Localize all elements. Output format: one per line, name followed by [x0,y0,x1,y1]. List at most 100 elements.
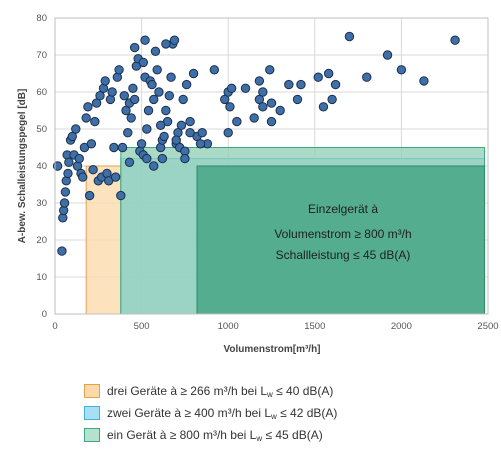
y-tick-label: 60 [36,87,47,98]
y-tick-label: 50 [36,124,47,135]
y-tick-label: 30 [36,198,47,209]
data-point [152,65,162,75]
data-point [258,102,268,112]
data-point [86,139,97,149]
y-tick-label: 80 [36,13,47,24]
data-point [265,65,275,75]
data-point [159,131,169,142]
legend-swatch-green [84,428,100,442]
data-point [176,120,187,131]
data-point [142,153,152,164]
data-point [178,94,188,105]
data-point [123,128,133,138]
x-tick-label: 2500 [477,321,498,332]
data-point [124,157,135,168]
data-point [116,190,126,201]
data-point [142,124,152,134]
data-point [128,83,138,94]
legend: drei Geräte à ≥ 266 m³/h bei Lw ≤ 40 dB(… [84,380,337,446]
data-point [396,65,407,75]
x-tick-label: 500 [134,321,150,332]
data-point [209,65,220,75]
data-point [254,76,265,86]
data-point [129,42,140,53]
legend-swatch-orange [84,384,100,398]
data-point [129,94,140,105]
threshold-region [196,165,486,315]
data-point [330,79,341,90]
data-point [450,35,460,45]
data-point [180,153,190,164]
data-point [185,116,195,127]
data-point [157,153,168,164]
data-point [225,102,235,112]
data-point [117,142,128,153]
data-point [258,87,268,97]
data-point [138,57,149,68]
data-point [266,116,277,127]
x-tick-label: 1500 [304,321,325,332]
data-point [95,91,105,101]
data-point [100,76,110,86]
data-point [296,79,306,90]
data-point [166,72,176,82]
data-point [318,102,329,112]
data-point [107,87,117,97]
y-tick-label: 70 [36,50,47,61]
x-axis-title: Volumenstrom[m³/h] [223,344,320,355]
legend-label: ein Gerät à ≥ 800 m³/h bei Lw ≤ 45 dB(A) [107,427,323,443]
data-point [161,105,171,116]
data-point [382,50,393,60]
data-point [169,35,180,45]
axes: 0 10 20 30 40 50 60 70 80 0 500 1000 1500 2000 2500 [36,13,498,332]
x-tick-label: 1000 [218,321,239,332]
data-point [63,168,73,179]
data-point [149,161,159,171]
legend-label: zwei Geräte à ≥ 400 m³/h bei Lw ≤ 42 dB(… [107,405,338,421]
data-point [81,113,91,123]
data-point [181,79,192,90]
data-point [362,72,372,82]
data-point [275,105,285,116]
scatter-chart: 0 10 20 30 40 50 60 70 80 0 500 1000 1500 2000 2500 Ei… [17,13,499,355]
data-point [284,79,294,90]
data-point [323,68,334,79]
data-point [266,98,277,108]
data-point [154,87,164,97]
data-point [254,94,265,105]
data-point [155,120,166,131]
data-point [84,190,95,201]
data-point [161,39,171,49]
data-point [223,128,233,138]
data-point [226,83,237,94]
data-point [149,94,159,105]
data-point [147,79,157,90]
data-point [59,198,70,208]
legend-label: drei Geräte à ≥ 266 m³/h bei Lw ≤ 40 dB(… [107,383,334,399]
data-point [119,91,129,101]
x-tick-label: 0 [52,321,57,332]
data-point [83,102,93,112]
data-point [197,128,207,138]
legend-item-three-units: drei Geräte à ≥ 266 m³/h bei Lw ≤ 40 dB(… [84,380,337,402]
data-point [60,187,71,197]
data-point [140,35,150,45]
threshold-region [85,165,122,315]
data-point [67,131,78,142]
data-point [78,172,88,182]
legend-swatch-blue [84,406,100,420]
data-point [327,94,337,105]
threshold-regions [85,147,486,315]
data-point [220,94,230,105]
data-point [249,113,259,123]
data-point [171,135,181,145]
data-point [136,139,147,149]
data-point [188,68,199,79]
data-point [109,142,119,153]
data-point [150,46,161,56]
data-point [57,246,67,256]
data-point [88,165,98,175]
data-point [114,65,124,75]
data-point [90,116,100,127]
legend-item-one-unit: ein Gerät à ≥ 800 m³/h bei Lw ≤ 45 dB(A) [84,424,337,446]
